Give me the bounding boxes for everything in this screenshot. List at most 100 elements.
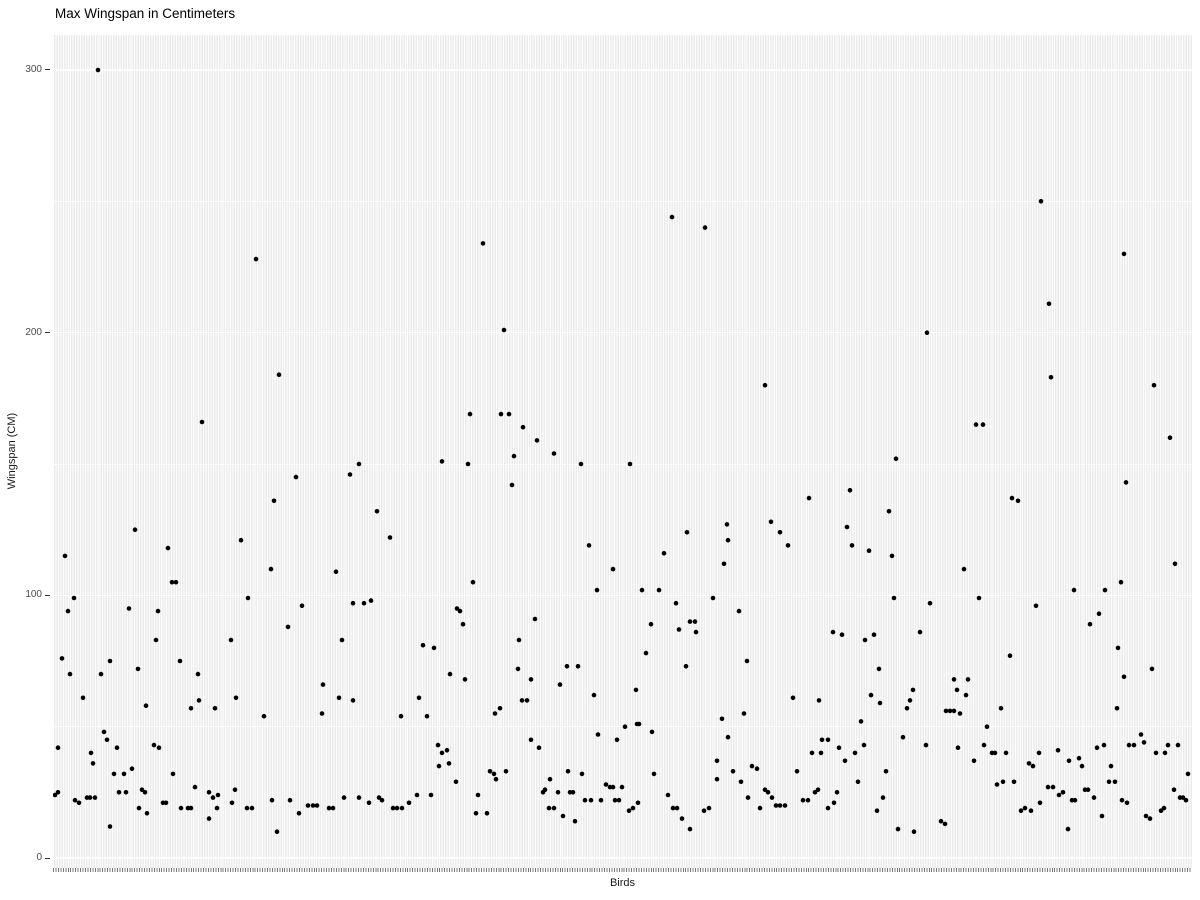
data-point [212,706,218,711]
data-point [591,692,597,698]
data-point [107,658,113,664]
data-point [714,776,720,782]
y-minor-gridline [53,463,1192,465]
data-point [994,782,1000,787]
data-point [927,600,933,606]
data-point [610,784,616,790]
data-point [414,792,420,798]
data-point [244,805,250,811]
data-point [276,372,282,378]
data-point [1003,750,1009,756]
y-minor-gridline [53,200,1192,202]
data-point [503,769,509,774]
data-point [390,805,396,811]
data-point [516,637,522,643]
data-point [269,797,275,803]
data-point [447,671,453,677]
data-point [271,498,277,504]
data-point [111,771,117,777]
data-point [980,422,986,427]
data-point [861,742,867,748]
y-major-gridline [53,594,1192,597]
data-point [639,587,645,593]
data-point [142,790,148,795]
data-point [900,734,906,740]
chart-title: Max Wingspan in Centimeters [55,6,236,21]
data-point [1121,251,1127,257]
data-point [951,677,957,682]
data-point [374,509,380,514]
data-point [1045,784,1051,790]
data-point [532,616,538,622]
y-tick-label: 300 [25,63,42,75]
data-point [206,816,212,821]
data-point [782,803,788,808]
data-point [1172,561,1178,567]
data-point [1143,813,1149,819]
data-point [1141,740,1147,745]
data-point [907,698,913,703]
data-point [687,826,693,832]
data-point [98,671,104,677]
data-point [546,805,552,811]
data-point [603,782,609,787]
data-point [777,803,783,808]
data-point [453,779,459,785]
y-axis-title: Wingspan (CM) [6,412,18,490]
data-point [71,595,77,601]
data-point [981,742,987,748]
data-point [206,790,212,795]
data-point [830,629,836,635]
x-axis-title: Birds [609,877,636,889]
data-point [1050,784,1056,790]
data-point [825,737,831,743]
data-point [1126,742,1132,748]
data-point [399,805,405,811]
data-point [274,829,280,834]
data-point [831,800,837,806]
data-point [976,595,982,601]
data-point [435,742,441,748]
data-point [1009,495,1015,501]
data-point [578,461,584,467]
data-point [245,595,251,601]
data-point [794,769,800,774]
data-point [815,787,821,792]
data-point [1114,706,1120,711]
data-point [1131,742,1137,748]
y-tick-mark [45,594,50,596]
data-point [805,797,811,803]
data-point [749,763,755,769]
scatter-points-layer [53,67,1191,834]
data-point [564,664,570,669]
data-point [361,600,367,606]
data-point [1123,480,1129,485]
data-point [610,566,616,572]
data-point [511,453,517,459]
data-point [1085,787,1091,792]
data-point [1048,375,1054,380]
data-point [634,721,640,727]
data-point [368,598,374,603]
data-point [196,698,202,703]
data-point [139,787,145,792]
data-point [1033,603,1039,609]
data-point [416,695,422,701]
data-point [1018,808,1024,813]
data-point [1118,579,1124,585]
data-point [893,456,899,462]
data-point [467,411,473,417]
data-point [155,608,161,614]
data-point [1162,750,1168,756]
data-point [687,619,693,624]
data-point [651,771,657,777]
data-point [195,671,201,677]
data-point [744,658,750,664]
data-point [706,805,712,811]
data-point [692,619,698,624]
data-point [710,595,716,601]
data-point [880,795,886,800]
data-point [806,495,812,501]
data-point [1094,745,1100,750]
